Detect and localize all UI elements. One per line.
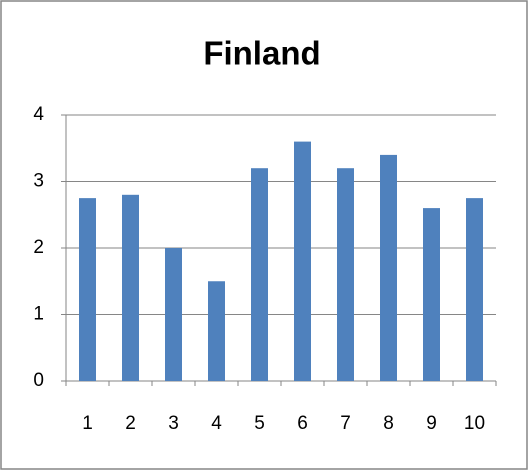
x-tick-label: 10 — [464, 413, 485, 434]
x-tick-label: 2 — [125, 413, 136, 434]
bar — [208, 281, 225, 381]
bar — [423, 208, 440, 381]
y-tick-label: 0 — [33, 370, 44, 391]
x-tick-label: 5 — [254, 413, 265, 434]
bar — [165, 248, 182, 381]
bar — [466, 198, 483, 381]
x-tick-label: 3 — [168, 413, 179, 434]
bar — [294, 141, 311, 381]
bar — [337, 168, 354, 381]
x-tick-label: 1 — [82, 413, 93, 434]
y-tick-label: 3 — [33, 171, 44, 192]
bar — [79, 198, 96, 381]
x-tick-label: 4 — [211, 413, 222, 434]
y-tick-label: 1 — [33, 304, 44, 325]
bar — [122, 194, 139, 381]
x-tick-label: 7 — [340, 413, 351, 434]
x-tick-label: 9 — [426, 413, 437, 434]
bar — [380, 154, 397, 381]
bar — [251, 168, 268, 381]
x-tick-label: 8 — [383, 413, 394, 434]
x-tick-label: 6 — [297, 413, 308, 434]
chart-title: Finland — [203, 35, 320, 72]
y-tick-label: 2 — [33, 237, 44, 258]
y-tick-label: 4 — [33, 104, 44, 125]
